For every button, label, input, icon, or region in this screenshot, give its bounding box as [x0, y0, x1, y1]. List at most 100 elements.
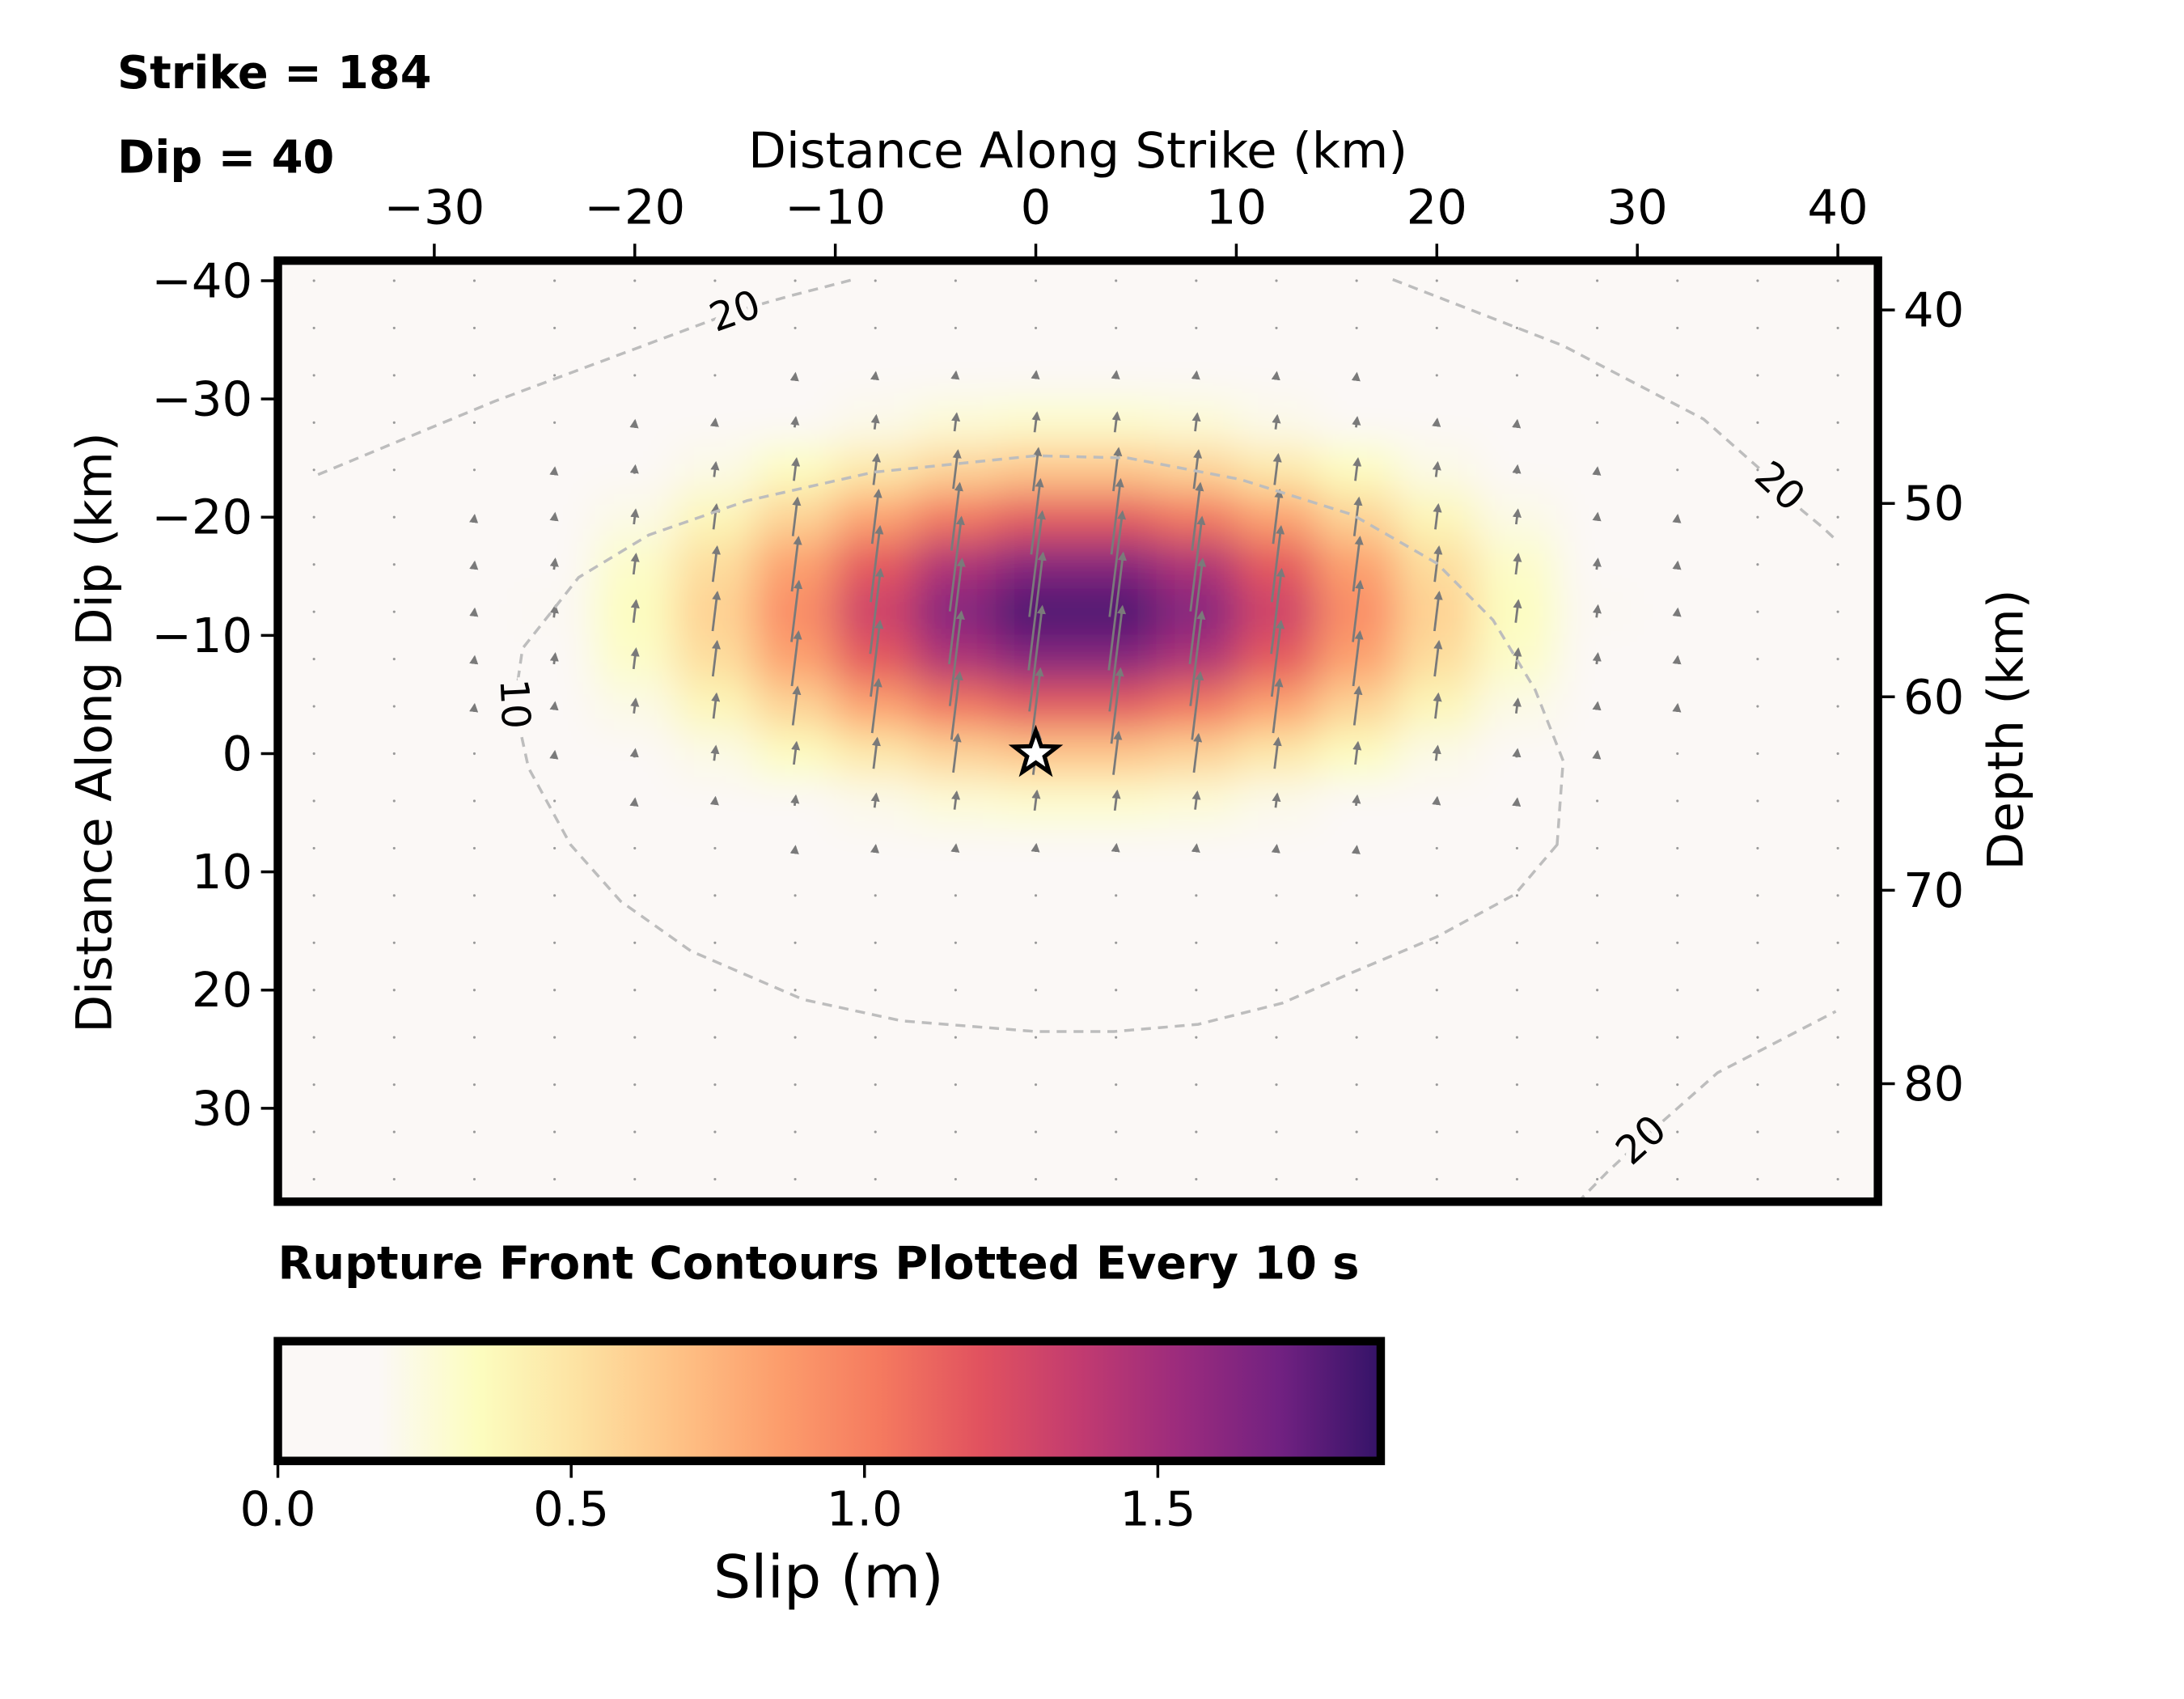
slip-dot: [794, 941, 797, 944]
slip-dot: [1756, 1036, 1759, 1039]
slip-arrow: [1352, 416, 1361, 428]
slip-dot: [954, 989, 957, 992]
slip-dot: [1756, 279, 1759, 282]
slip-dot: [392, 1177, 396, 1181]
slip-arrow: [1512, 508, 1522, 525]
slip-dot: [1355, 989, 1358, 992]
slip-arrow: [1592, 557, 1602, 570]
slip-dot: [1435, 1177, 1438, 1181]
slip-arrow: [1433, 639, 1443, 677]
slip-dot: [312, 1036, 315, 1039]
slip-dot: [312, 326, 315, 329]
slip-arrow: [1270, 524, 1285, 603]
slip-cell: [995, 261, 1077, 306]
slip-cell: [353, 261, 435, 306]
slip-dot: [633, 1130, 637, 1133]
slip-cell: [835, 261, 916, 306]
slip-dot: [1676, 989, 1679, 992]
slip-dot: [472, 279, 476, 282]
slip-dot: [713, 1083, 717, 1087]
slip-arrow: [1110, 477, 1124, 555]
slip-arrow: [1031, 411, 1041, 433]
slip-dot: [874, 1177, 877, 1181]
slip-dot: [1435, 1083, 1438, 1087]
slip-dot: [553, 421, 557, 424]
slip-arrow: [1592, 652, 1602, 665]
slip-dot: [1836, 894, 1839, 897]
slip-arrow: [1271, 844, 1280, 854]
slip-dot: [794, 326, 797, 329]
slip-arrow: [629, 464, 639, 474]
slip-dot: [312, 941, 315, 944]
colorbar: [273, 1337, 1386, 1465]
slip-dot: [1115, 326, 1118, 329]
slip-cell: [1316, 261, 1398, 306]
slip-dot: [713, 326, 717, 329]
slip-arrow: [549, 557, 559, 570]
slip-arrow: [1191, 412, 1201, 432]
slip-arrow: [948, 557, 966, 665]
slip-arrow: [711, 591, 722, 632]
y-tick-label: −20: [151, 489, 252, 545]
y2-tick-label: 70: [1903, 862, 1964, 918]
slip-cell: [277, 777, 355, 826]
slip-arrow: [1028, 510, 1046, 617]
slip-cell: [1637, 261, 1719, 306]
slip-arrow: [711, 502, 721, 530]
slip-dot: [1034, 326, 1038, 329]
slip-arrow: [1030, 477, 1044, 555]
slip-dot: [1195, 1083, 1198, 1087]
slip-dot: [1515, 1036, 1519, 1039]
slip-arrow: [871, 736, 881, 769]
slip-cell: [915, 261, 997, 306]
slip-dot: [1435, 941, 1438, 944]
slip-cell: [277, 919, 355, 968]
slip-dot: [553, 1036, 557, 1039]
slip-dot: [1435, 989, 1438, 992]
slip-arrow: [1592, 701, 1602, 711]
slip-dot: [1596, 326, 1599, 329]
slip-arrow: [711, 692, 721, 719]
contour-line: [1392, 278, 1837, 541]
slip-dot: [1756, 515, 1759, 519]
slip-arrow: [1432, 744, 1441, 761]
slip-arrow: [1352, 740, 1362, 765]
slip-dot: [1115, 1083, 1118, 1087]
slip-cell: [675, 261, 756, 306]
slip-dot: [392, 468, 396, 472]
slip-dot: [392, 374, 396, 377]
slip-dot: [1515, 1177, 1519, 1181]
slip-dot: [1195, 1036, 1198, 1039]
slip-arrow: [1031, 447, 1043, 492]
slip-cell: [277, 494, 355, 542]
slip-dot: [794, 989, 797, 992]
slip-dot: [1756, 610, 1759, 613]
slip-arrow: [790, 579, 803, 642]
slip-arrow: [790, 629, 802, 687]
slip-dot: [794, 1130, 797, 1133]
slip-dot: [1596, 374, 1599, 377]
slip-dot: [633, 1083, 637, 1087]
slip-arrow: [791, 740, 801, 765]
slip-dot: [1115, 1130, 1118, 1133]
slip-dot: [312, 1130, 315, 1133]
slip-dot: [1275, 279, 1278, 282]
slip-cell: [277, 730, 355, 778]
slip-dot: [1836, 374, 1839, 377]
slip-dot: [312, 421, 315, 424]
slip-dot: [713, 941, 717, 944]
slip-dot: [1275, 894, 1278, 897]
y-tick-label: 30: [192, 1080, 252, 1136]
x-tick-label: 10: [1206, 179, 1267, 235]
y-tick-label: −40: [151, 252, 252, 308]
contour-line: [317, 278, 854, 477]
slip-arrow: [630, 599, 640, 623]
slip-dot: [392, 610, 396, 613]
slip-arrow: [549, 749, 559, 760]
slip-dot: [1676, 941, 1679, 944]
slip-dot: [472, 374, 476, 377]
dip-text: Dip = 40: [117, 132, 334, 184]
slip-dot: [1676, 846, 1679, 850]
y-axis-label: Distance Along Dip (km): [66, 432, 124, 1033]
